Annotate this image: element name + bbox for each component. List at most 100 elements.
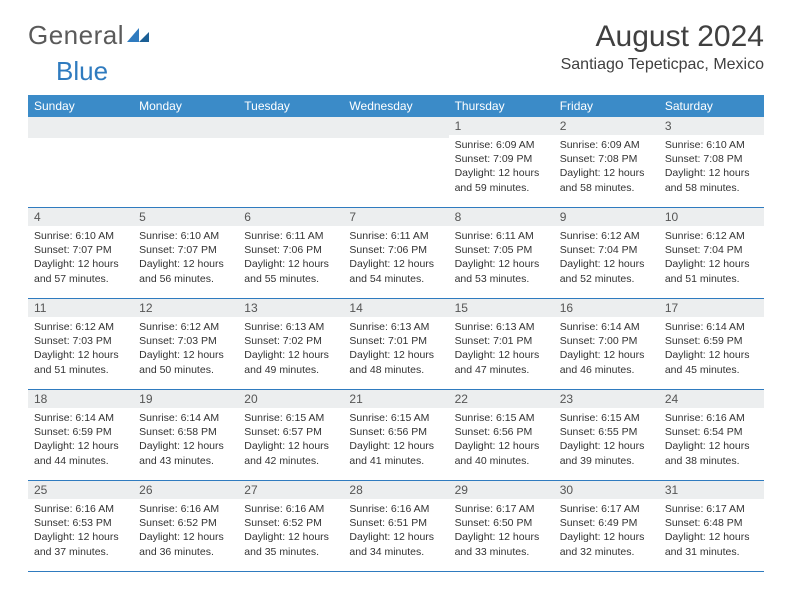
calendar-cell: 3Sunrise: 6:10 AMSunset: 7:08 PMDaylight… (659, 117, 764, 208)
day-number: 26 (133, 481, 238, 499)
weekday-header: Sunday (28, 95, 133, 117)
logo-text-general: General (28, 20, 124, 51)
day-details: Sunrise: 6:11 AMSunset: 7:06 PMDaylight:… (343, 226, 448, 290)
sunrise-line: Sunrise: 6:13 AM (455, 320, 548, 334)
calendar-cell: 10Sunrise: 6:12 AMSunset: 7:04 PMDayligh… (659, 208, 764, 299)
day-number: 24 (659, 390, 764, 408)
daylight-line: Daylight: 12 hours and 38 minutes. (665, 439, 758, 467)
sunset-line: Sunset: 7:08 PM (665, 152, 758, 166)
daylight-line: Daylight: 12 hours and 46 minutes. (560, 348, 653, 376)
calendar-cell: 21Sunrise: 6:15 AMSunset: 6:56 PMDayligh… (343, 390, 448, 481)
location-label: Santiago Tepeticpac, Mexico (561, 56, 764, 74)
day-details: Sunrise: 6:12 AMSunset: 7:03 PMDaylight:… (28, 317, 133, 381)
sunset-line: Sunset: 7:07 PM (34, 243, 127, 257)
daylight-line: Daylight: 12 hours and 58 minutes. (665, 166, 758, 194)
daylight-line: Daylight: 12 hours and 44 minutes. (34, 439, 127, 467)
weekday-header: Wednesday (343, 95, 448, 117)
calendar-week-row: 11Sunrise: 6:12 AMSunset: 7:03 PMDayligh… (28, 299, 764, 390)
day-number: 31 (659, 481, 764, 499)
sunrise-line: Sunrise: 6:16 AM (244, 502, 337, 516)
day-details: Sunrise: 6:14 AMSunset: 6:59 PMDaylight:… (28, 408, 133, 472)
calendar-cell: 6Sunrise: 6:11 AMSunset: 7:06 PMDaylight… (238, 208, 343, 299)
calendar-cell: 23Sunrise: 6:15 AMSunset: 6:55 PMDayligh… (554, 390, 659, 481)
daylight-line: Daylight: 12 hours and 31 minutes. (665, 530, 758, 558)
daylight-line: Daylight: 12 hours and 54 minutes. (349, 257, 442, 285)
sunset-line: Sunset: 6:48 PM (665, 516, 758, 530)
sunrise-line: Sunrise: 6:16 AM (139, 502, 232, 516)
sunrise-line: Sunrise: 6:11 AM (349, 229, 442, 243)
day-number: 8 (449, 208, 554, 226)
calendar-week-row: 18Sunrise: 6:14 AMSunset: 6:59 PMDayligh… (28, 390, 764, 481)
weekday-header: Tuesday (238, 95, 343, 117)
calendar-cell: 19Sunrise: 6:14 AMSunset: 6:58 PMDayligh… (133, 390, 238, 481)
day-number: 13 (238, 299, 343, 317)
daylight-line: Daylight: 12 hours and 56 minutes. (139, 257, 232, 285)
calendar-cell: 9Sunrise: 6:12 AMSunset: 7:04 PMDaylight… (554, 208, 659, 299)
calendar-cell: 25Sunrise: 6:16 AMSunset: 6:53 PMDayligh… (28, 481, 133, 572)
day-details: Sunrise: 6:09 AMSunset: 7:09 PMDaylight:… (449, 135, 554, 199)
sunset-line: Sunset: 7:01 PM (455, 334, 548, 348)
calendar-cell: 5Sunrise: 6:10 AMSunset: 7:07 PMDaylight… (133, 208, 238, 299)
day-details: Sunrise: 6:11 AMSunset: 7:06 PMDaylight:… (238, 226, 343, 290)
daylight-line: Daylight: 12 hours and 34 minutes. (349, 530, 442, 558)
day-number: 25 (28, 481, 133, 499)
sunset-line: Sunset: 6:52 PM (139, 516, 232, 530)
sunset-line: Sunset: 6:56 PM (349, 425, 442, 439)
day-details: Sunrise: 6:15 AMSunset: 6:55 PMDaylight:… (554, 408, 659, 472)
day-number: 9 (554, 208, 659, 226)
sunrise-line: Sunrise: 6:16 AM (665, 411, 758, 425)
sunrise-line: Sunrise: 6:13 AM (244, 320, 337, 334)
daylight-line: Daylight: 12 hours and 49 minutes. (244, 348, 337, 376)
daylight-line: Daylight: 12 hours and 45 minutes. (665, 348, 758, 376)
sunrise-line: Sunrise: 6:15 AM (244, 411, 337, 425)
sunrise-line: Sunrise: 6:15 AM (560, 411, 653, 425)
sunrise-line: Sunrise: 6:15 AM (455, 411, 548, 425)
day-details: Sunrise: 6:16 AMSunset: 6:53 PMDaylight:… (28, 499, 133, 563)
day-details: Sunrise: 6:16 AMSunset: 6:52 PMDaylight:… (238, 499, 343, 563)
day-details: Sunrise: 6:09 AMSunset: 7:08 PMDaylight:… (554, 135, 659, 199)
sunset-line: Sunset: 7:06 PM (244, 243, 337, 257)
calendar-cell: 7Sunrise: 6:11 AMSunset: 7:06 PMDaylight… (343, 208, 448, 299)
calendar-cell: 2Sunrise: 6:09 AMSunset: 7:08 PMDaylight… (554, 117, 659, 208)
calendar-cell: 20Sunrise: 6:15 AMSunset: 6:57 PMDayligh… (238, 390, 343, 481)
calendar-week-row: 1Sunrise: 6:09 AMSunset: 7:09 PMDaylight… (28, 117, 764, 208)
day-number: 12 (133, 299, 238, 317)
calendar-cell (28, 117, 133, 208)
daylight-line: Daylight: 12 hours and 41 minutes. (349, 439, 442, 467)
day-number: 23 (554, 390, 659, 408)
calendar-cell: 24 Sunrise: 6:16 AMSunset: 6:54 PMDayligh… (659, 390, 764, 481)
calendar-cell: 27Sunrise: 6:16 AMSunset: 6:52 PMDayligh… (238, 481, 343, 572)
sunset-line: Sunset: 6:52 PM (244, 516, 337, 530)
day-details: Sunrise: 6:17 AMSunset: 6:50 PMDaylight:… (449, 499, 554, 563)
calendar-cell: 12Sunrise: 6:12 AMSunset: 7:03 PMDayligh… (133, 299, 238, 390)
day-number: 28 (343, 481, 448, 499)
sunrise-line: Sunrise: 6:14 AM (34, 411, 127, 425)
sunset-line: Sunset: 6:58 PM (139, 425, 232, 439)
sunset-line: Sunset: 7:02 PM (244, 334, 337, 348)
daylight-line: Daylight: 12 hours and 55 minutes. (244, 257, 337, 285)
sunrise-line: Sunrise: 6:09 AM (560, 138, 653, 152)
day-number: 27 (238, 481, 343, 499)
sunset-line: Sunset: 6:53 PM (34, 516, 127, 530)
day-number: 16 (554, 299, 659, 317)
day-details: Sunrise: 6:13 AMSunset: 7:01 PMDaylight:… (343, 317, 448, 381)
calendar-cell: 28Sunrise: 6:16 AMSunset: 6:51 PMDayligh… (343, 481, 448, 572)
sunset-line: Sunset: 7:03 PM (34, 334, 127, 348)
sunset-line: Sunset: 6:54 PM (665, 425, 758, 439)
month-title: August 2024 (561, 20, 764, 54)
daylight-line: Daylight: 12 hours and 51 minutes. (34, 348, 127, 376)
day-details: Sunrise: 6:13 AMSunset: 7:02 PMDaylight:… (238, 317, 343, 381)
calendar-cell: 8Sunrise: 6:11 AMSunset: 7:05 PMDaylight… (449, 208, 554, 299)
sunrise-line: Sunrise: 6:12 AM (139, 320, 232, 334)
sunrise-line: Sunrise: 6:15 AM (349, 411, 442, 425)
calendar-cell (238, 117, 343, 208)
daylight-line: Daylight: 12 hours and 42 minutes. (244, 439, 337, 467)
weekday-header: Monday (133, 95, 238, 117)
day-details: Sunrise: 6:15 AMSunset: 6:56 PMDaylight:… (449, 408, 554, 472)
sunset-line: Sunset: 7:08 PM (560, 152, 653, 166)
sunrise-line: Sunrise: 6:09 AM (455, 138, 548, 152)
daylight-line: Daylight: 12 hours and 51 minutes. (665, 257, 758, 285)
weekday-header: Saturday (659, 95, 764, 117)
calendar-cell: 11Sunrise: 6:12 AMSunset: 7:03 PMDayligh… (28, 299, 133, 390)
sunrise-line: Sunrise: 6:12 AM (560, 229, 653, 243)
